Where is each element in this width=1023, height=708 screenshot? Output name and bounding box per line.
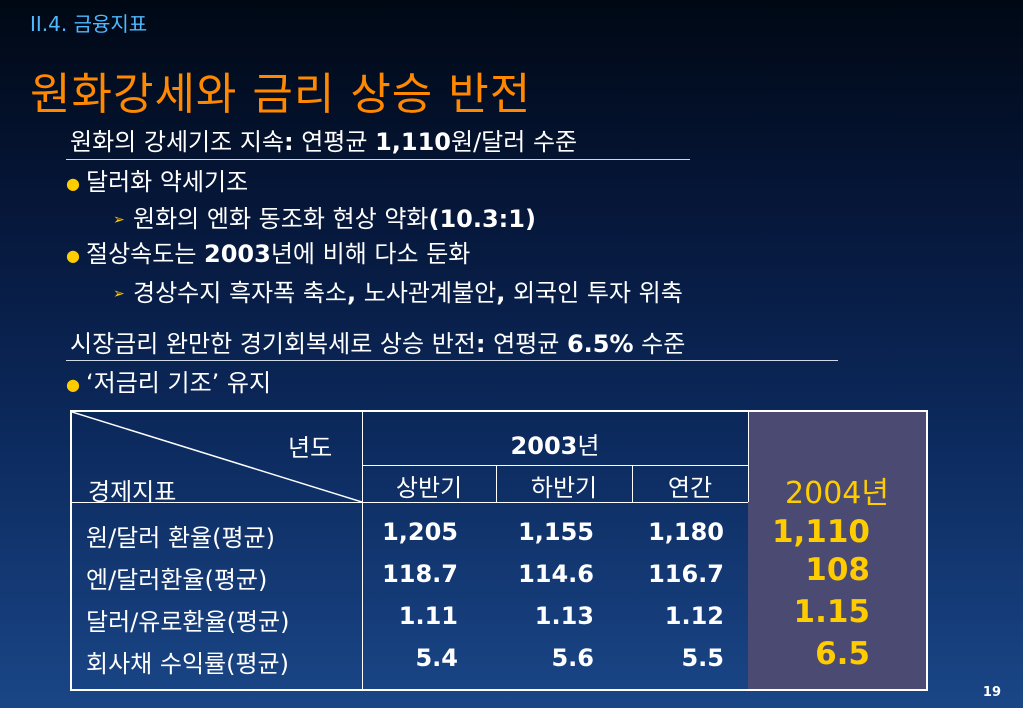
year-2004-header: 2004년: [785, 476, 889, 511]
sub-bullet-item: ➢ 원화의 엔화 동조화 현상 약화(10.3:1): [113, 199, 536, 234]
corner-year-label: 년도: [288, 434, 333, 462]
cell-first-half: 118.7: [382, 560, 458, 588]
heading-text-mid: 연평균: [485, 330, 567, 358]
cell-first-half: 1.11: [398, 602, 458, 630]
sub-bullet-text-b: 노사관계불안: [356, 279, 497, 307]
table-divider: [496, 465, 497, 502]
table-divider: [748, 412, 749, 502]
arrow-bullet-icon: ➢: [113, 212, 125, 228]
sub-bullet-text-c: 외국인 투자 위축: [505, 279, 683, 307]
cell-2004: 6.5: [815, 636, 870, 672]
year-2003-suffix: 년: [577, 432, 600, 460]
cell-annual: 1,180: [648, 518, 724, 546]
bullet-text-post: 년에 비해 다소 둔화: [270, 240, 471, 268]
heading-text-post: 원/달러 수준: [451, 128, 578, 156]
bullet-dot-icon: ●: [66, 173, 80, 193]
row-label: 달러/유로환율(평균): [86, 608, 290, 636]
cell-annual: 1.12: [664, 602, 724, 630]
table-divider: [362, 465, 748, 466]
bullet-dot-icon: ●: [66, 245, 80, 265]
heading-text: 원화의 강세기조 지속: [70, 128, 284, 156]
row-label: 엔/달러환율(평균): [86, 566, 268, 594]
heading-text-post: 수준: [633, 330, 686, 358]
bullet-item: ● 절상속도는 2003년에 비해 다소 둔화: [66, 234, 470, 269]
sub-bullet-item: ➢ 경상수지 흑자폭 축소, 노사관계불안, 외국인 투자 위축: [113, 273, 683, 308]
row-label: 회사채 수익률(평균): [86, 650, 289, 678]
sub-bullet-bold: (10.3:1): [428, 205, 536, 233]
arrow-bullet-icon: ➢: [113, 286, 125, 302]
bullet-text: 절상속도는: [86, 240, 205, 268]
highlight-column-2004: [748, 412, 926, 689]
row-label: 원/달러 환율(평균): [86, 524, 276, 552]
slide-title: 원화강세와 금리 상승 반전: [30, 69, 532, 120]
sub-bullet-comma: ,: [496, 279, 506, 307]
cell-first-half: 5.4: [415, 644, 458, 672]
table-divider: [72, 502, 748, 503]
table-frame: [70, 410, 928, 691]
bullet-text: ‘저금리 기조’ 유지: [86, 369, 272, 397]
bullet-dot-icon: ●: [66, 374, 80, 394]
cell-second-half: 1.13: [534, 602, 594, 630]
sub-bullet-text: 원화의 엔화 동조화 현상 약화: [133, 205, 429, 233]
heading-colon: :: [283, 128, 294, 156]
cell-2004: 108: [805, 552, 870, 588]
corner-diagonal: [72, 412, 362, 502]
heading-number: 6.5%: [566, 330, 634, 358]
corner-indicator-label: 경제지표: [88, 478, 177, 506]
cell-first-half: 1,205: [382, 518, 458, 546]
header-annual: 연간: [667, 474, 713, 502]
bullet-item: ● 달러화 약세기조: [66, 162, 248, 197]
year-2003-header: 2003년: [362, 426, 748, 461]
heading-underline: [66, 159, 690, 160]
cell-second-half: 1,155: [518, 518, 594, 546]
sub-bullet-comma: ,: [346, 279, 357, 307]
bullet-text: 달러화 약세기조: [86, 168, 249, 196]
heading-won-strength: 원화의 강세기조 지속: 연평균 1,110원/달러 수준: [70, 122, 577, 157]
heading-text-mid: 연평균: [293, 128, 376, 156]
bullet-bold: 2003: [204, 240, 271, 268]
section-label: II.4. 금융지표: [30, 12, 148, 36]
table-divider: [362, 412, 363, 689]
heading-underline: [66, 360, 838, 361]
heading-text: 시장금리 완만한 경기회복세로 상승 반전: [70, 330, 476, 358]
cell-annual: 116.7: [648, 560, 724, 588]
cell-2004: 1,110: [771, 514, 870, 550]
year-2003-number: 2003: [510, 432, 578, 460]
heading-colon: :: [475, 330, 486, 358]
bullet-item: ● ‘저금리 기조’ 유지: [66, 363, 271, 398]
cell-second-half: 5.6: [551, 644, 594, 672]
page-number: 19: [982, 685, 1001, 700]
header-first-half: 상반기: [395, 474, 463, 502]
cell-2004: 1.15: [793, 594, 871, 630]
indicator-table: 년도 경제지표 2003년 상반기 하반기 연간 2004년 원/달러 환율(평…: [70, 410, 928, 691]
heading-number: 1,110: [375, 128, 452, 156]
sub-bullet-text-a: 경상수지 흑자폭 축소: [133, 279, 347, 307]
cell-annual: 5.5: [681, 644, 724, 672]
header-second-half: 하반기: [530, 474, 598, 502]
table-divider: [632, 465, 633, 502]
heading-interest-rate: 시장금리 완만한 경기회복세로 상승 반전: 연평균 6.5% 수준: [70, 324, 685, 359]
cell-second-half: 114.6: [518, 560, 594, 588]
